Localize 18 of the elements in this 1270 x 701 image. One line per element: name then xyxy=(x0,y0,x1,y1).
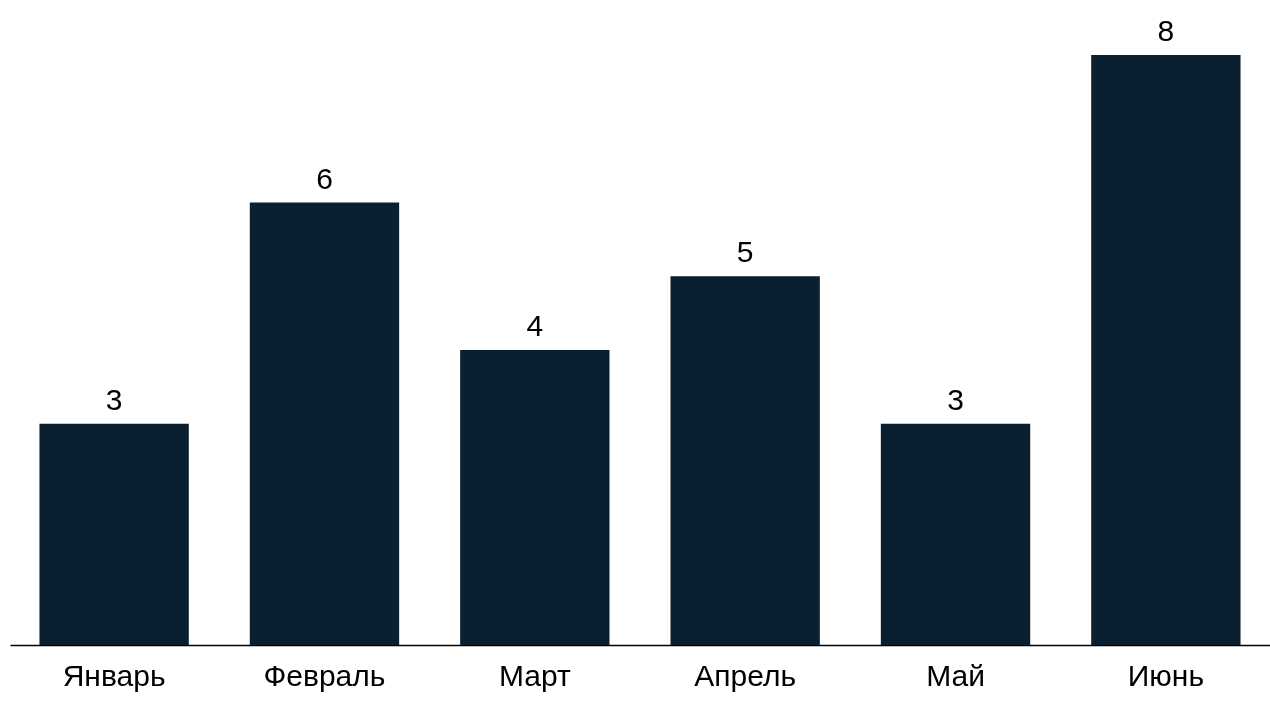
data-label: 3 xyxy=(105,382,123,416)
x-tick-label: Февраль xyxy=(263,658,386,692)
bar xyxy=(460,350,610,645)
bar xyxy=(39,423,189,645)
x-tick-label: Май xyxy=(926,658,985,692)
bar xyxy=(1091,55,1241,645)
data-label: 4 xyxy=(526,309,544,342)
data-label: 5 xyxy=(736,235,754,269)
data-label: 6 xyxy=(316,161,333,195)
x-tick-label: Июнь xyxy=(1127,658,1205,692)
x-tick-label: Март xyxy=(498,658,571,692)
x-tick-label: Апрель xyxy=(694,658,797,692)
bar xyxy=(880,423,1031,645)
bar xyxy=(670,276,820,645)
bar xyxy=(249,202,400,645)
data-label: 8 xyxy=(1157,14,1175,47)
data-label: 3 xyxy=(947,382,964,416)
x-tick-label: Январь xyxy=(62,658,166,692)
